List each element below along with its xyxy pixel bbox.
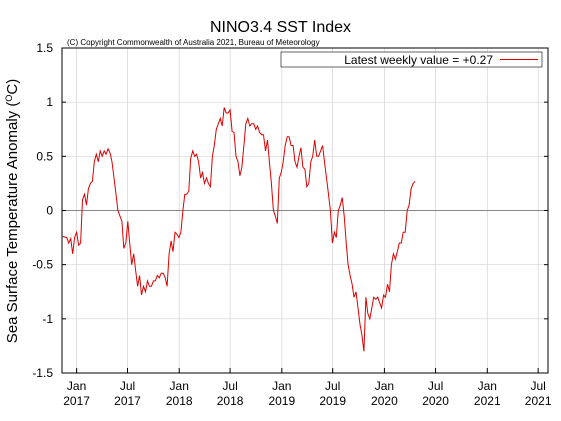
x-axis-ticks: Jan2017Jul2017Jan2018Jul2018Jan2019Jul20…	[63, 368, 552, 408]
x-tick-month: Jul	[428, 379, 443, 393]
x-tick-month: Jan	[67, 379, 86, 393]
x-tick-year: 2017	[63, 394, 90, 408]
x-tick-month: Jan	[375, 379, 394, 393]
y-tick-label: -1	[42, 312, 53, 326]
y-tick-label: 0.5	[36, 149, 53, 163]
x-tick-year: 2020	[422, 394, 449, 408]
x-tick-month: Jan	[478, 379, 497, 393]
x-tick-month: Jan	[272, 379, 291, 393]
x-tick-year: 2017	[114, 394, 141, 408]
y-tick-label: -1.5	[32, 366, 53, 380]
x-tick-month: Jul	[325, 379, 340, 393]
legend: Latest weekly value = +0.27	[280, 51, 543, 68]
x-tick-year: 2019	[319, 394, 346, 408]
x-tick-month: Jul	[530, 379, 545, 393]
x-tick-year: 2018	[166, 394, 193, 408]
x-tick-year: 2021	[525, 394, 552, 408]
x-tick-year: 2019	[268, 394, 295, 408]
series-line	[62, 107, 416, 352]
y-axis-ticks: -1.5 -1 -0.5 0 0.5 1 1.5	[32, 41, 548, 380]
x-tick-year: 2018	[217, 394, 244, 408]
y-axis-label: Sea Surface Temperature Anomaly (OC)	[4, 79, 21, 343]
y-tick-label: 1	[46, 95, 53, 109]
y-tick-label: -0.5	[32, 258, 53, 272]
series-layer	[62, 107, 416, 352]
y-tick-label: 0	[46, 204, 53, 218]
chart-copyright: (C) Copyright Commonwealth of Australia …	[67, 38, 320, 47]
chart-title: NINO3.4 SST Index	[209, 19, 352, 36]
x-tick-month: Jan	[170, 379, 189, 393]
legend-label: Latest weekly value = +0.27	[344, 53, 493, 67]
x-tick-year: 2020	[371, 394, 398, 408]
y-tick-label: 1.5	[36, 41, 53, 55]
x-tick-year: 2021	[474, 394, 501, 408]
legend-box	[280, 51, 543, 68]
x-tick-month: Jul	[120, 379, 135, 393]
x-tick-month: Jul	[222, 379, 237, 393]
